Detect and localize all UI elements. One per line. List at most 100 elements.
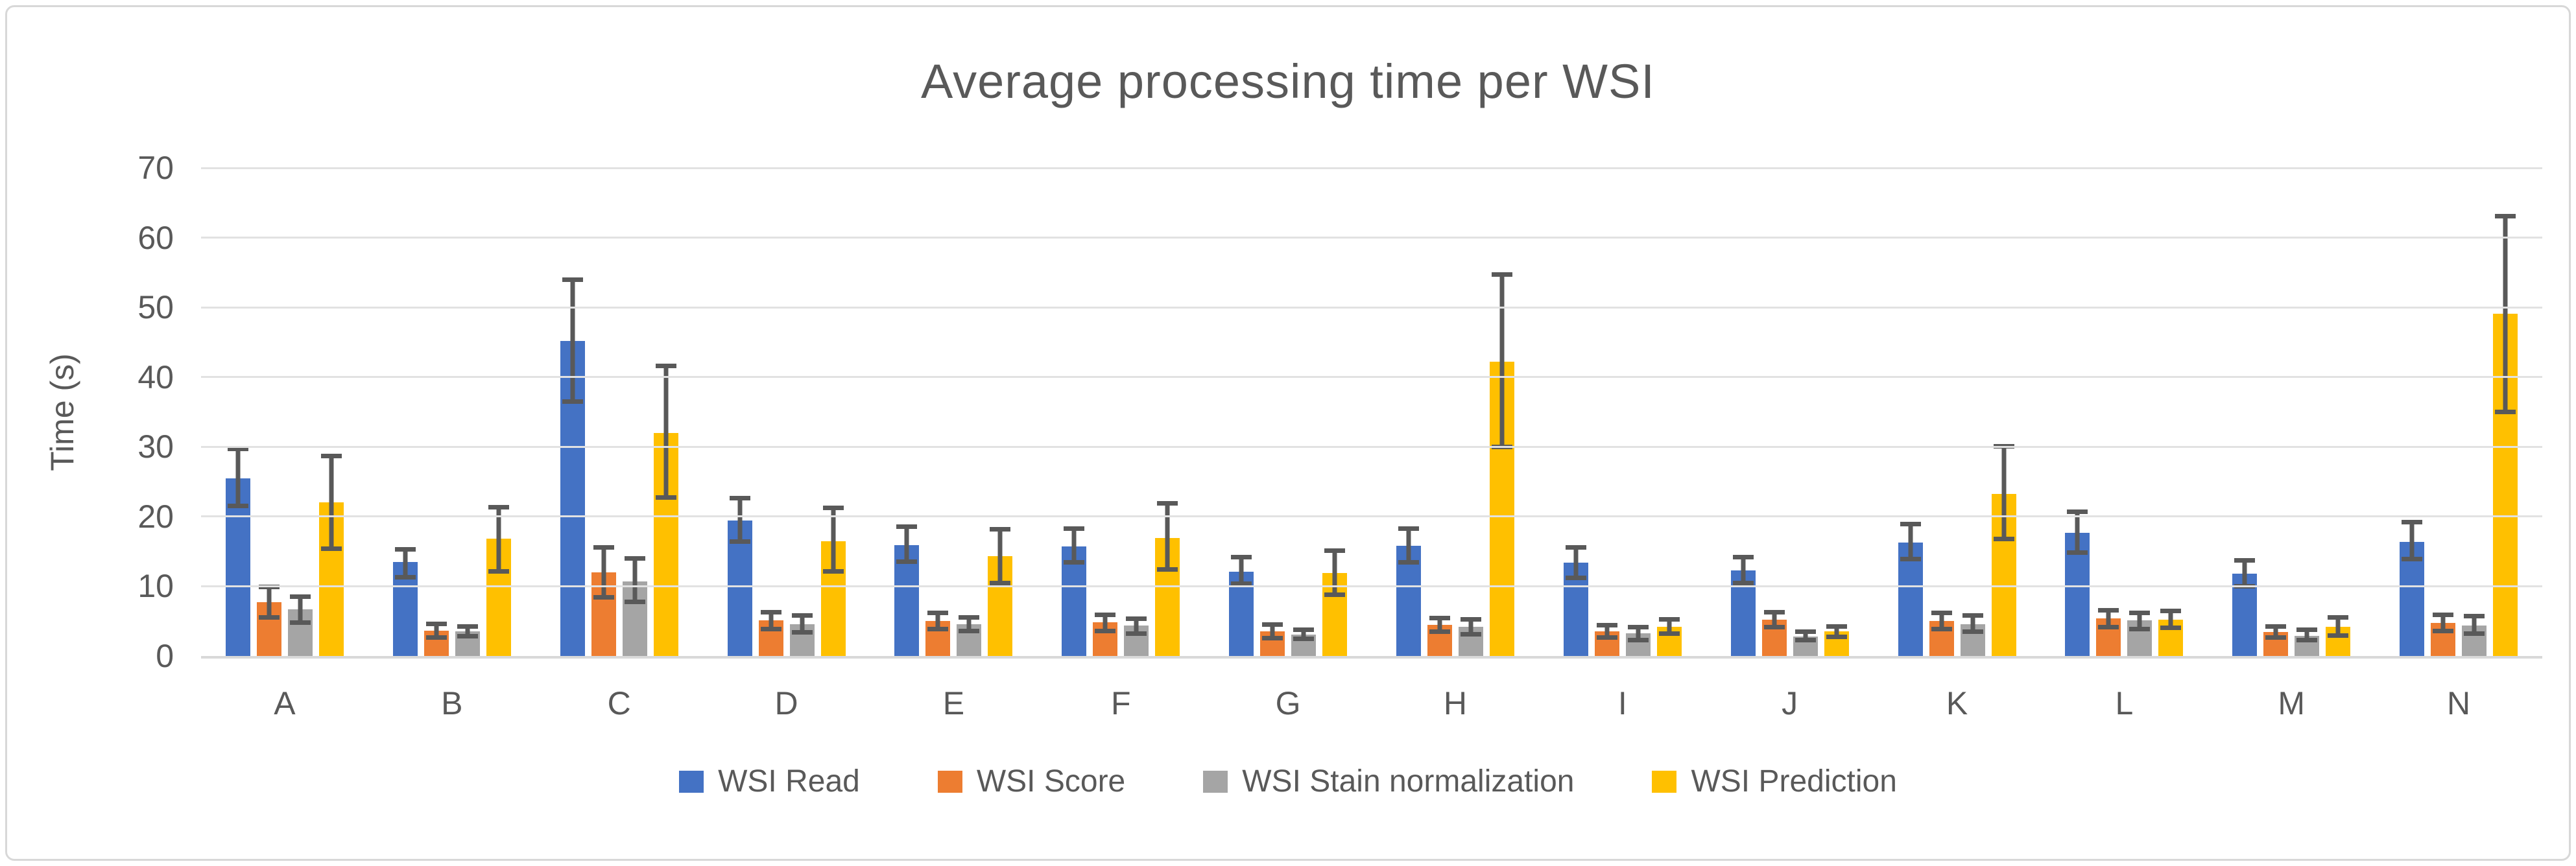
bar-slot [2326, 614, 2351, 656]
error-bar-cap-bottom [1157, 567, 1178, 572]
gridline [201, 376, 2542, 379]
error-bar-cap-top [1596, 623, 1617, 628]
error-bar-cap-bottom [1732, 581, 1754, 586]
error-bar-line [329, 454, 334, 551]
error-bar-cap-top [2328, 614, 2349, 620]
error-bar-line [1604, 623, 1610, 640]
y-tick-label: 50 [137, 289, 174, 326]
error-bar-cap-top [791, 613, 813, 618]
bar-slot [2096, 607, 2121, 656]
error-bar [1095, 613, 1116, 633]
error-bar-line [1573, 544, 1579, 580]
error-bar-cap-bottom [289, 620, 311, 625]
y-tick-label: 30 [137, 428, 174, 465]
error-bar-cap-bottom [1324, 592, 1346, 597]
legend-swatch [1203, 771, 1228, 793]
bar-slot [1260, 622, 1285, 656]
error-bar-cap-bottom [2296, 637, 2318, 642]
legend-label: WSI Read [718, 764, 860, 799]
error-bar-line [2075, 509, 2080, 556]
error-bar [1064, 526, 1085, 565]
bar-slot [2431, 613, 2456, 656]
error-bar-cap-top [1732, 555, 1754, 560]
x-category-label: L [2115, 685, 2134, 721]
error-bar-line [831, 505, 835, 574]
error-bar-line [465, 624, 470, 639]
bar-slot [392, 547, 418, 656]
bar-slot [894, 524, 920, 656]
error-bar-cap-bottom [1565, 575, 1586, 580]
error-bar [1763, 610, 1785, 630]
error-bar-cap-top [1627, 624, 1649, 629]
bar [1062, 546, 1087, 656]
bar-group-a [201, 168, 368, 656]
bar-slot [455, 624, 480, 656]
error-bar-line [1437, 615, 1442, 634]
bar-slot [2493, 214, 2518, 656]
error-bar-line [997, 527, 1003, 586]
error-bar-line [1803, 629, 1808, 642]
error-bar-line [663, 364, 669, 500]
error-bar-cap-top [2129, 611, 2151, 616]
bar-slot [1824, 624, 1849, 656]
error-bar-line [1772, 610, 1777, 630]
bar-group-m [2208, 168, 2375, 656]
error-bar-cap-top [2433, 613, 2454, 618]
error-bar-cap-bottom [2328, 633, 2349, 638]
error-bar-cap-top [1231, 555, 1252, 560]
error-bar [1962, 613, 1983, 634]
error-bar-cap-top [1157, 501, 1178, 506]
error-bar-cap-bottom [258, 615, 280, 620]
error-bar-cap-top [289, 594, 311, 600]
x-category-label: G [1275, 685, 1301, 721]
error-bar-cap-bottom [2464, 631, 2485, 636]
error-bar-line [2001, 444, 2007, 541]
gridline [201, 306, 2542, 309]
error-bar-line [1301, 627, 1306, 642]
error-bar-line [1667, 616, 1672, 636]
error-bar-cap-top [1126, 616, 1147, 621]
error-bar-cap-top [394, 547, 416, 552]
legend-swatch [1652, 771, 1677, 793]
error-bar-line [1406, 526, 1411, 565]
x-category-label: N [2447, 685, 2471, 721]
error-bar-line [1970, 613, 1975, 634]
gridline [201, 515, 2542, 518]
error-bar-line [267, 585, 272, 620]
error-bar-line [966, 614, 972, 633]
error-bar-cap-bottom [425, 635, 447, 640]
error-bar-line [1239, 555, 1244, 587]
y-tick-label: 10 [137, 568, 174, 605]
error-bar-cap-top [457, 624, 478, 629]
error-bar-line [403, 547, 408, 579]
error-bar [1658, 616, 1680, 636]
error-bar [488, 504, 509, 574]
gridline [201, 445, 2542, 448]
legend-label: WSI Prediction [1691, 764, 1897, 799]
bar-slot [988, 527, 1013, 656]
error-bar-line [434, 622, 439, 640]
bar-slot [1155, 501, 1180, 656]
error-bar-cap-bottom [1262, 636, 1283, 641]
bar-slot [1229, 555, 1254, 656]
error-bar-line [235, 447, 241, 508]
error-bar [2464, 614, 2485, 636]
bar-slot [318, 454, 344, 656]
error-bar [2129, 611, 2151, 632]
bar-group-h [1372, 168, 1539, 656]
error-bar-cap-top [593, 544, 614, 550]
error-bar-line [570, 277, 575, 404]
legend-item: WSI Stain normalization [1203, 764, 1574, 799]
bar-slot [1761, 610, 1787, 656]
error-bar [2098, 607, 2119, 630]
error-bar [1293, 627, 1315, 642]
error-bar-cap-bottom [760, 627, 781, 632]
error-bar-cap-top [2464, 614, 2485, 619]
error-bar-line [298, 594, 303, 625]
error-bar [927, 611, 949, 632]
error-bar [2160, 608, 2182, 631]
error-bar [791, 613, 813, 635]
bar-group-b [368, 168, 536, 656]
error-bar-cap-top [1293, 627, 1315, 632]
